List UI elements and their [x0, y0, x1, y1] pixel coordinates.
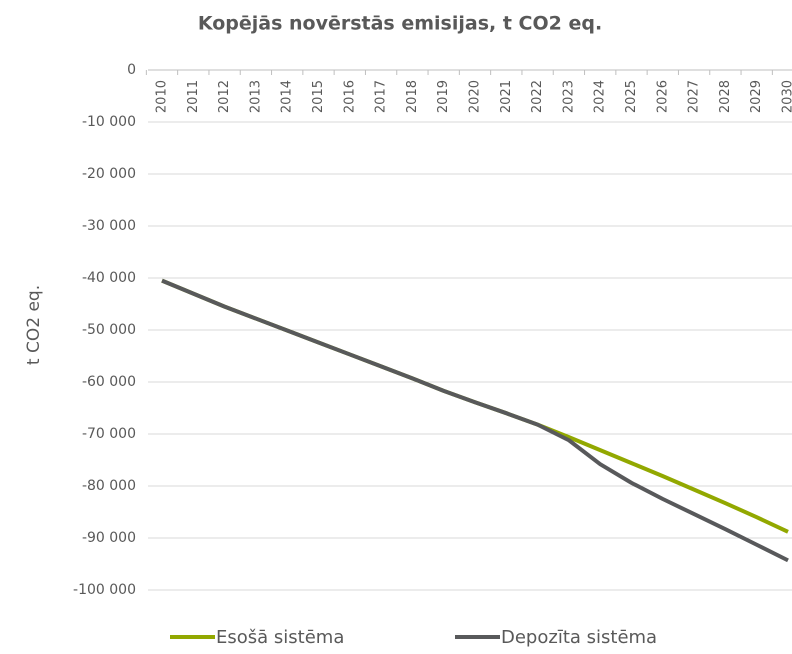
x-tick-label: 2024	[593, 80, 608, 113]
y-tick-label: -10 000	[82, 114, 136, 130]
y-tick-label: -40 000	[82, 270, 136, 286]
y-tick-label: -90 000	[82, 530, 136, 546]
legend-label: Esošā sistēma	[216, 627, 344, 648]
x-tick-label: 2020	[468, 80, 483, 113]
x-tick-label: 2017	[374, 80, 389, 113]
y-tick-label: -100 000	[73, 582, 136, 598]
x-tick-label: 2016	[342, 80, 357, 113]
x-tick-label: 2026	[655, 80, 670, 113]
x-tick-label: 2021	[499, 80, 514, 113]
x-tick-label: 2012	[217, 80, 232, 113]
y-tick-label: -50 000	[82, 322, 136, 338]
y-tick-label: -70 000	[82, 426, 136, 442]
x-tick-label: 2023	[561, 80, 576, 113]
x-tick-label: 2029	[749, 80, 764, 113]
y-tick-label: -30 000	[82, 218, 136, 234]
x-tick-label: 2025	[624, 80, 639, 113]
x-tick-label: 2013	[248, 80, 263, 113]
x-tick-label: 2011	[186, 80, 201, 113]
x-tick-label: 2019	[436, 80, 451, 113]
x-tick-label: 2018	[405, 80, 420, 113]
x-tick-label: 2014	[280, 80, 295, 113]
x-tick-label: 2028	[718, 80, 733, 113]
chart-title: Kopējās novērstās emisijas, t CO2 eq.	[198, 13, 602, 35]
legend-label: Depozīta sistēma	[501, 627, 657, 648]
y-tick-label: -80 000	[82, 478, 136, 494]
y-tick-label: -60 000	[82, 374, 136, 390]
x-tick-label: 2010	[155, 80, 170, 113]
x-tick-label: 2030	[781, 80, 792, 113]
x-tick-label: 2022	[530, 80, 545, 113]
y-tick-label: 0	[127, 62, 136, 78]
x-tick-label: 2015	[311, 80, 326, 113]
x-tick-label: 2027	[687, 80, 702, 113]
y-axis-label: t CO2 eq.	[24, 285, 44, 365]
line-series	[161, 278, 789, 563]
y-tick-label: -20 000	[82, 166, 136, 182]
